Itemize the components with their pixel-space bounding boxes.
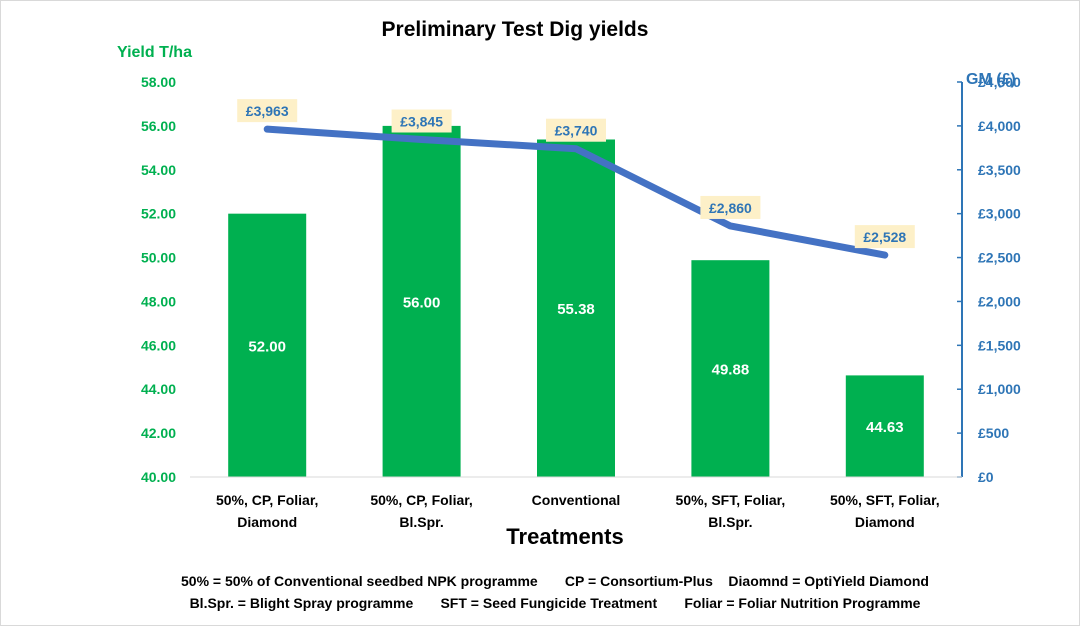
- x-tick-label: Bl.Spr.: [708, 514, 752, 530]
- y-axis-right-label: GM (£): [966, 71, 1016, 88]
- y-left-tick-label: 40.00: [141, 469, 176, 485]
- gm-label-background: [700, 195, 761, 219]
- bar: [691, 260, 770, 477]
- x-tick-label: Bl.Spr.: [399, 514, 443, 530]
- x-tick-label: 50%, SFT, Foliar,: [676, 492, 786, 508]
- y-right-tick-label: £3,500: [978, 162, 1021, 178]
- y-left-tick-label: 50.00: [141, 250, 176, 266]
- y-right-tick-label: £2,500: [978, 250, 1021, 266]
- x-tick-label: Diamond: [855, 514, 915, 530]
- y-left-tick-label: 56.00: [141, 118, 176, 134]
- y-right-tick-label: £4,500: [978, 74, 1021, 90]
- footnote-line-2: Bl.Spr. = Blight Spray programme SFT = S…: [189, 595, 921, 611]
- y-left-tick-label: 42.00: [141, 425, 176, 441]
- bar: [845, 375, 924, 477]
- y-right-tick-label: £4,000: [978, 118, 1021, 134]
- x-tick-label: Conventional: [532, 492, 621, 508]
- y-right-tick-label: £3,000: [978, 206, 1021, 222]
- gm-value-label: £3,963: [246, 103, 289, 119]
- y-left-tick-label: 58.00: [141, 74, 176, 90]
- x-tick-label: Diamond: [237, 514, 297, 530]
- y-left-tick-label: 46.00: [141, 337, 176, 353]
- gm-label-background: [546, 118, 606, 142]
- gm-label-background: [237, 99, 298, 123]
- y-right-tick-label: £1,000: [978, 381, 1021, 397]
- y-right-tick-label: £2,000: [978, 293, 1021, 309]
- bar: [537, 139, 615, 477]
- y-right-tick-label: £0: [978, 469, 994, 485]
- gm-value-label: £3,845: [400, 113, 443, 129]
- bar-value-label: 52.00: [248, 338, 286, 355]
- bar-value-label: 56.00: [403, 294, 441, 311]
- y-right-tick-label: £500: [978, 425, 1009, 441]
- gm-value-label: £2,528: [863, 229, 906, 245]
- y-left-tick-label: 54.00: [141, 162, 176, 178]
- gm-label-background: [854, 225, 915, 249]
- y-right-tick-label: £1,500: [978, 337, 1021, 353]
- bar: [382, 125, 461, 477]
- y-left-tick-label: 52.00: [141, 206, 176, 222]
- x-tick-label: 50%, SFT, Foliar,: [830, 492, 940, 508]
- gm-value-label: £2,860: [709, 200, 752, 216]
- x-axis-label: Treatments: [506, 524, 624, 549]
- y-left-tick-label: 48.00: [141, 293, 176, 309]
- y-axis-left-label: Yield T/ha: [117, 44, 192, 61]
- bar: [228, 213, 307, 477]
- footnote-line-1: 50% = 50% of Conventional seedbed NPK pr…: [181, 573, 929, 589]
- chart-title: Preliminary Test Dig yields: [381, 18, 649, 41]
- bar-value-label: 49.88: [712, 362, 750, 379]
- gm-value-label: £3,740: [555, 123, 598, 139]
- x-tick-label: 50%, CP, Foliar,: [216, 492, 318, 508]
- bar-value-label: 44.63: [866, 419, 904, 436]
- bar-value-label: 55.38: [557, 301, 595, 318]
- gm-line: [263, 125, 889, 259]
- x-tick-label: 50%, CP, Foliar,: [370, 492, 472, 508]
- gm-label-background: [391, 109, 452, 133]
- y-left-tick-label: 44.00: [141, 381, 176, 397]
